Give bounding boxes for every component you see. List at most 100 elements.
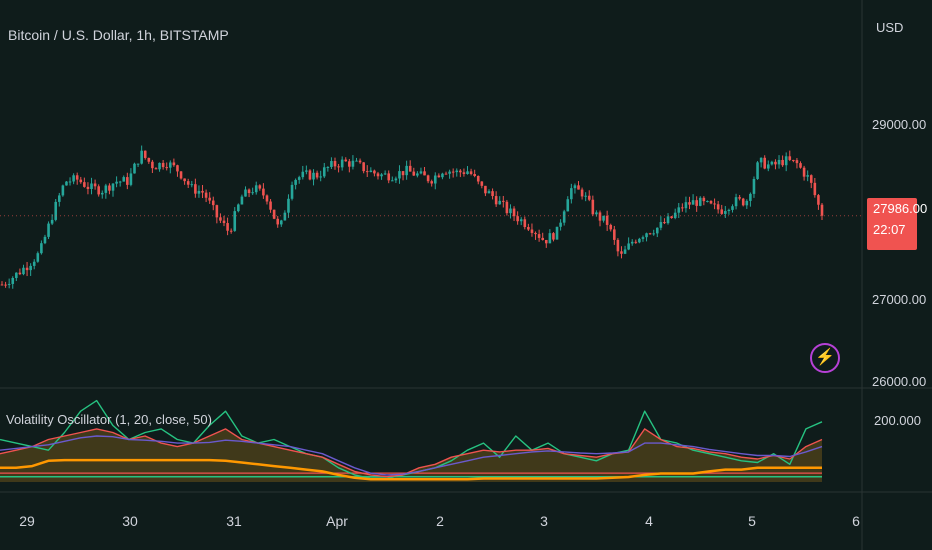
candle-body <box>806 175 809 177</box>
candle-body <box>505 201 509 214</box>
candle-body <box>430 181 433 184</box>
candle-body <box>154 168 158 170</box>
candle-body <box>387 173 391 181</box>
candle-body <box>784 156 788 166</box>
candle-body <box>122 177 126 182</box>
candle-body <box>630 241 634 244</box>
candle-body <box>530 229 534 233</box>
candle-body <box>673 212 677 219</box>
candle-body <box>720 209 724 214</box>
candle-body <box>25 267 29 271</box>
candle-body <box>552 233 555 240</box>
candle-body <box>376 173 380 177</box>
candle-body <box>383 173 387 175</box>
candle-body <box>444 173 448 175</box>
candle-body <box>312 172 315 180</box>
candle-body <box>484 185 487 194</box>
candle-body <box>140 150 143 164</box>
candle-body <box>72 175 75 182</box>
candle-body <box>502 200 505 202</box>
candle-body <box>602 215 605 221</box>
candle-body <box>276 218 280 225</box>
candle-body <box>731 206 734 210</box>
candle-body <box>204 192 208 198</box>
candle-body <box>322 167 326 177</box>
candle-body <box>183 178 186 182</box>
candle-body <box>161 162 165 168</box>
candle-body <box>197 190 201 194</box>
time-tick: 3 <box>540 513 548 529</box>
candle-body <box>79 179 83 183</box>
candle-body <box>401 171 405 176</box>
candle-body <box>394 178 398 181</box>
candle-body <box>659 222 663 228</box>
time-tick: 31 <box>226 513 242 529</box>
candle-body <box>380 174 383 177</box>
candle-body <box>290 184 294 199</box>
candle-body <box>598 212 602 221</box>
oscillator-series-blue <box>0 435 823 476</box>
candle-body <box>57 195 61 202</box>
candle-body <box>788 156 792 160</box>
candle-body <box>319 176 322 178</box>
candle-body <box>645 233 648 238</box>
candle-body <box>391 180 394 182</box>
candle-body <box>580 189 584 197</box>
candle-body <box>373 170 376 174</box>
lightning-bolt-icon[interactable]: ⚡ <box>810 343 840 373</box>
candle-body <box>251 192 254 194</box>
candle-body <box>738 197 741 199</box>
candle-body <box>623 249 627 254</box>
candle-body <box>437 175 441 178</box>
oscillator-title[interactable]: Volatility Oscillator (1, 20, close, 50) <box>6 412 212 427</box>
candle-body <box>348 161 351 167</box>
candle-body <box>11 277 15 284</box>
candle-body <box>269 201 272 210</box>
candle-body <box>233 211 237 231</box>
candle-body <box>126 177 129 185</box>
candle-body <box>405 165 408 176</box>
candle-body <box>158 162 161 170</box>
time-tick: 30 <box>122 513 138 529</box>
candle-body <box>15 272 18 278</box>
candle-body <box>133 163 136 174</box>
oscillator-series-red <box>0 428 823 478</box>
symbol-title[interactable]: Bitcoin / U.S. Dollar, 1h, BITSTAMP <box>8 27 229 43</box>
candle-body <box>247 189 251 194</box>
candle-body <box>326 166 330 168</box>
candle-body <box>308 170 312 180</box>
candle-body <box>362 162 365 172</box>
price-tick-27000: 27000.00 <box>872 292 927 307</box>
candle-body <box>176 165 179 172</box>
candle-body <box>441 173 444 178</box>
candle-body <box>620 251 623 254</box>
candle-body <box>40 243 43 254</box>
candle-body <box>237 204 240 212</box>
candle-body <box>509 208 512 214</box>
candle-body <box>813 182 817 196</box>
candle-body <box>634 241 638 243</box>
candle-body <box>480 181 484 186</box>
last-price-value: 27986.00 <box>873 201 928 216</box>
candle-body <box>337 166 340 168</box>
candle-body <box>727 209 731 212</box>
candle-body <box>684 202 688 209</box>
candle-body <box>555 226 559 240</box>
candle-body <box>473 173 476 176</box>
candle-body <box>677 207 681 213</box>
oscillator-series-orange <box>0 458 822 481</box>
candle-body <box>280 220 283 225</box>
candle-body <box>817 195 820 205</box>
candle-body <box>820 204 824 216</box>
candle-body <box>244 189 247 197</box>
candle-body <box>774 161 777 165</box>
currency-label[interactable]: USD <box>876 20 904 35</box>
candle-body <box>523 219 527 228</box>
candle-body <box>211 200 215 206</box>
candle-body <box>734 197 738 207</box>
candle-body <box>0 284 4 286</box>
candle-body <box>43 236 47 244</box>
candle-body <box>100 192 104 195</box>
candle-body <box>795 160 799 164</box>
